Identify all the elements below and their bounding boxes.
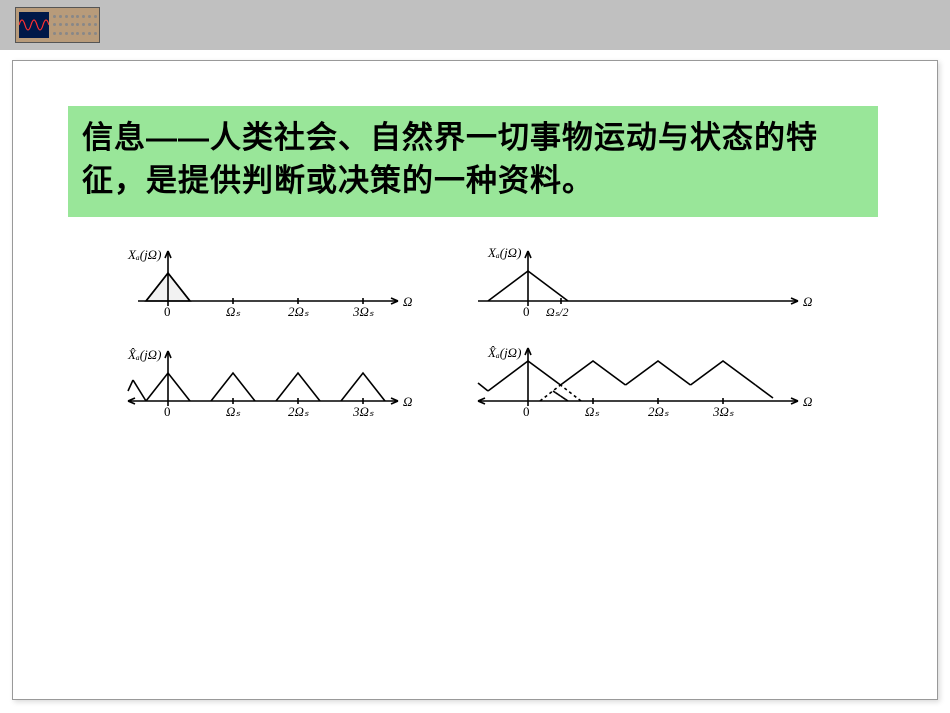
label-origin-4: 0 [523, 404, 530, 419]
label-y-A-bot: X̂ₐ(jΩ) [127, 347, 161, 362]
oscilloscope-screen [19, 12, 49, 38]
label-t2-4: 2Ωₛ [648, 404, 669, 419]
panel-B-bottom: X̂ₐ(jΩ) 0 Ωₛ 2Ωₛ 3Ωₛ Ω [478, 345, 812, 419]
label-t2: 2Ωₛ [288, 304, 309, 319]
label-origin: 0 [164, 304, 171, 319]
label-y-B-bot: X̂ₐ(jΩ) [487, 345, 521, 360]
label-t3-4: 3Ωₛ [712, 404, 734, 419]
label-origin-3: 0 [523, 304, 530, 319]
panel-A-top: Xₐ(jΩ) 0 Ωₛ 2Ωₛ 3Ωₛ Ω [127, 247, 412, 319]
label-x-axis: Ω [403, 294, 412, 309]
label-t1: Ωₛ [226, 304, 240, 319]
slide-frame: 信息——人类社会、自然界一切事物运动与状态的特征，是提供判断或决策的一种资料。 [12, 60, 938, 700]
top-toolbar [0, 0, 950, 50]
label-x-axis-3: Ω [803, 294, 812, 309]
label-x-axis-2: Ω [403, 394, 412, 409]
oscilloscope-wave-icon [19, 12, 49, 38]
label-y-B-top: Xₐ(jΩ) [487, 245, 521, 260]
label-t3-2: 3Ωₛ [352, 404, 374, 419]
label-t1-2: Ωₛ [226, 404, 240, 419]
label-t3: 3Ωₛ [352, 304, 374, 319]
label-x-axis-4: Ω [803, 394, 812, 409]
label-t1-4: Ωₛ [585, 404, 599, 419]
label-y-A-top: Xₐ(jΩ) [127, 247, 161, 262]
spectrum-diagrams: Xₐ(jΩ) 0 Ωₛ 2Ωₛ 3Ωₛ Ω [118, 241, 838, 461]
oscilloscope-controls [51, 12, 99, 38]
title-text: 信息——人类社会、自然界一切事物运动与状态的特征，是提供判断或决策的一种资料。 [82, 120, 818, 198]
panel-B-top: Xₐ(jΩ) 0 Ωₛ/2 Ω [478, 245, 812, 319]
title-box: 信息——人类社会、自然界一切事物运动与状态的特征，是提供判断或决策的一种资料。 [68, 106, 878, 217]
panel-A-bottom: X̂ₐ(jΩ) 0 Ωₛ 2Ωₛ 3Ωₛ Ω [127, 347, 412, 419]
label-t2-2: 2Ωₛ [288, 404, 309, 419]
label-origin-2: 0 [164, 404, 171, 419]
oscilloscope-icon [15, 7, 100, 43]
label-half: Ωₛ/2 [546, 305, 569, 319]
